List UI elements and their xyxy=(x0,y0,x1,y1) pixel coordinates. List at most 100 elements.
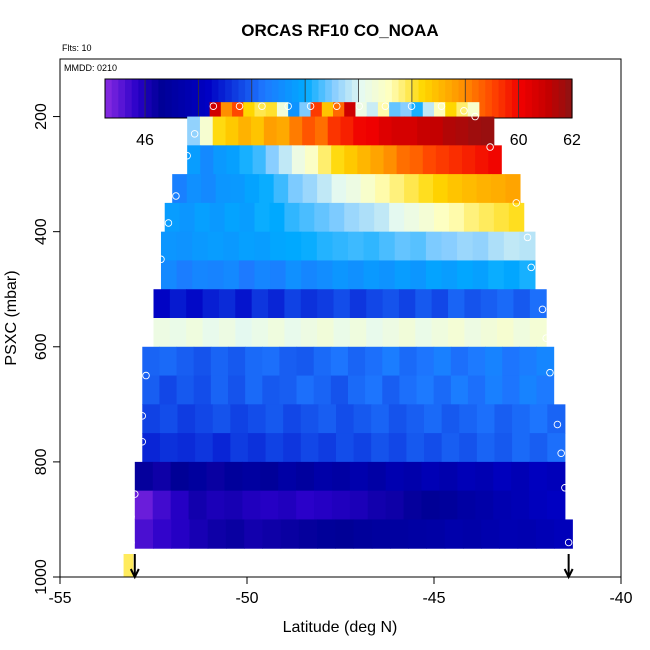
chart-title: ORCAS RF10 CO_NOAA xyxy=(241,21,438,40)
colorbar-swatch xyxy=(431,79,440,118)
colorbar-swatch xyxy=(318,79,326,118)
heatmap-cell xyxy=(467,102,480,118)
heatmap-cell xyxy=(215,174,231,204)
heatmap-cell xyxy=(212,404,231,434)
colorbar-swatch xyxy=(398,79,406,118)
heatmap-cell xyxy=(382,346,400,377)
heatmap-cell xyxy=(212,433,231,463)
heatmap-cell xyxy=(508,202,525,233)
heatmap-cell xyxy=(192,260,209,290)
heatmap-cell xyxy=(296,346,315,377)
heatmap-cell xyxy=(301,231,318,261)
heatmap-cell xyxy=(209,102,222,118)
colorbar-swatch xyxy=(131,79,139,118)
sample-marker xyxy=(146,299,154,308)
heatmap-cell xyxy=(218,318,236,348)
heatmap-cell xyxy=(200,145,214,175)
heatmap-cell xyxy=(134,519,154,549)
heatmap-cell xyxy=(195,404,214,434)
heatmap-cell xyxy=(472,260,489,290)
heatmap-cell xyxy=(456,102,469,118)
heatmap-cell xyxy=(296,490,315,520)
heatmap-cell xyxy=(415,289,433,319)
heatmap-cell xyxy=(441,404,460,434)
heatmap-cell xyxy=(485,375,503,405)
heatmap-cell xyxy=(314,461,333,492)
heatmap-cell xyxy=(223,231,240,261)
colorbar-swatch xyxy=(445,79,453,118)
heatmap-cell xyxy=(254,102,267,118)
sample-marker xyxy=(284,102,292,110)
colorbar-swatch xyxy=(178,79,186,118)
sample-marker xyxy=(486,143,494,151)
heatmap-cell xyxy=(457,231,474,261)
heatmap-cell xyxy=(463,202,480,233)
heatmap-cell xyxy=(186,289,204,319)
y-tick-label: 800 xyxy=(33,448,50,475)
y-tick-label: 600 xyxy=(33,333,50,360)
heatmap-cell xyxy=(273,174,289,204)
colorbar-swatch xyxy=(545,79,553,118)
heatmap-cell xyxy=(142,404,161,434)
heatmap-cell xyxy=(472,231,489,261)
heatmap-cell xyxy=(547,433,566,463)
heatmap-cell xyxy=(251,116,265,146)
heatmap-cell xyxy=(159,433,178,463)
heatmap-cell xyxy=(317,289,334,319)
y-tick-label: 400 xyxy=(33,218,50,245)
heatmap-cell xyxy=(179,202,196,233)
colorbar-swatch xyxy=(485,79,493,118)
heatmap-cell xyxy=(278,490,297,520)
heatmap-cell xyxy=(419,202,435,233)
colorbar-swatch xyxy=(145,79,153,118)
heatmap-cell xyxy=(254,260,271,290)
heatmap-cell xyxy=(536,375,555,405)
heatmap-cell xyxy=(385,490,405,520)
sample-marker xyxy=(131,490,139,498)
heatmap-cell xyxy=(349,289,367,319)
heatmap-cell xyxy=(202,318,220,348)
colorbar-swatch xyxy=(411,79,420,118)
heatmap-cell xyxy=(152,490,172,520)
colorbar-swatch xyxy=(231,79,240,118)
heatmap-cell xyxy=(299,102,312,118)
heatmap-cell xyxy=(176,231,193,261)
heatmap-cell xyxy=(340,116,354,146)
sample-markers xyxy=(127,102,573,547)
heatmap-cell xyxy=(390,519,409,549)
colorbar-swatch xyxy=(471,79,480,118)
colorbar-swatch xyxy=(205,79,213,118)
heatmap-cell xyxy=(153,289,171,319)
heatmap-cell xyxy=(283,404,302,434)
sample-marker xyxy=(157,255,165,264)
heatmap-cell xyxy=(170,490,190,520)
sample-marker xyxy=(407,102,416,110)
heatmap-cell xyxy=(226,145,241,175)
heatmap-cell xyxy=(171,519,190,549)
sample-marker xyxy=(355,102,363,110)
heatmap-cell xyxy=(378,116,393,146)
heatmap-cell xyxy=(418,174,434,204)
heatmap-cell xyxy=(429,116,444,146)
colorbar-swatch xyxy=(125,79,133,118)
heatmap-cell xyxy=(448,318,465,348)
heatmap-cell xyxy=(296,461,315,492)
heatmap-cell xyxy=(433,174,449,204)
colorbar-swatch xyxy=(525,79,533,118)
sample-marker xyxy=(523,233,532,242)
heatmap-cell xyxy=(400,102,413,118)
heatmap-cell xyxy=(300,318,318,348)
heatmap-cell xyxy=(353,404,372,434)
sample-marker xyxy=(127,538,135,547)
heatmap-cell xyxy=(262,375,280,405)
sample-marker xyxy=(564,538,573,547)
colorbar-swatch xyxy=(458,79,466,118)
heatmap-cell xyxy=(313,346,332,377)
heatmap-cell xyxy=(199,116,214,146)
colorbar-swatch xyxy=(105,79,113,118)
heatmap-cell xyxy=(333,318,351,348)
y-axis: 200 400 600 800 1000 xyxy=(33,103,61,595)
heatmap-cell xyxy=(220,102,233,118)
colorbar-swatch xyxy=(351,79,360,118)
heatmap-cell xyxy=(227,375,246,405)
